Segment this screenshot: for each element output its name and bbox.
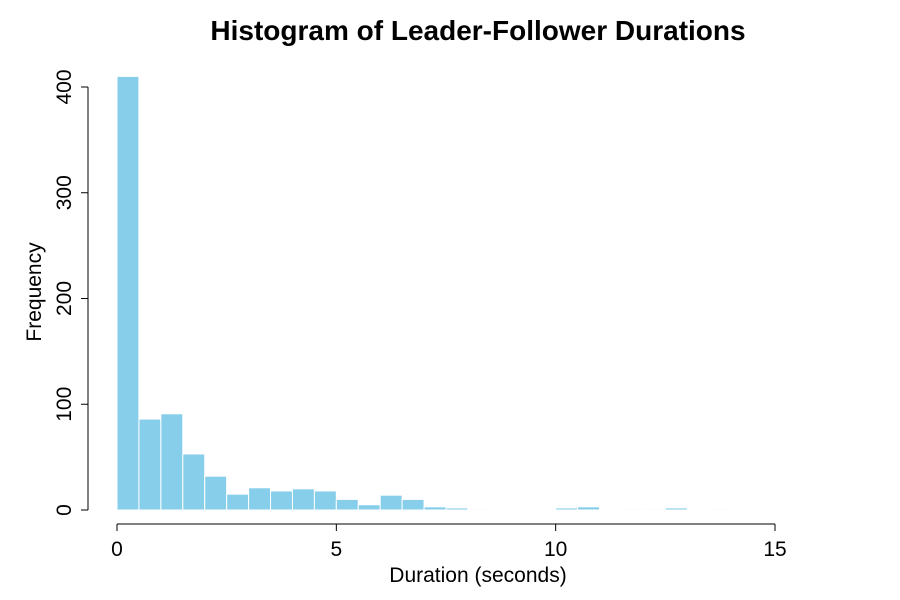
x-tick-label: 15	[763, 538, 786, 561]
histogram-bar	[642, 508, 666, 511]
y-tick-label: 400	[53, 69, 76, 104]
histogram-bar	[313, 490, 337, 511]
x-axis: 0 5 10 15	[111, 523, 787, 561]
histogram-bar	[138, 418, 162, 511]
y-tick-label: 200	[53, 281, 76, 316]
x-axis-label: Duration (seconds)	[389, 564, 566, 587]
x-tick-label: 5	[330, 538, 342, 561]
y-tick-label: 0	[53, 504, 76, 516]
histogram-bar	[620, 508, 644, 511]
histogram-bar	[708, 508, 732, 511]
histogram-bar	[270, 490, 293, 511]
y-tick-label: 100	[53, 387, 76, 422]
histogram-bar	[423, 506, 447, 511]
x-tick-label: 0	[111, 538, 123, 561]
histogram-bar	[248, 487, 272, 511]
histogram-bar	[467, 508, 491, 511]
histogram-bar	[555, 507, 579, 511]
y-axis-label: Frequency	[23, 242, 46, 342]
histogram-bar	[379, 494, 403, 511]
histogram-bar	[335, 498, 359, 511]
histogram-bar	[664, 507, 688, 511]
y-axis: 0 100 200 300 400	[53, 69, 89, 516]
histogram-bar	[357, 504, 381, 511]
histogram-bar	[445, 507, 469, 511]
x-tick-label: 10	[544, 538, 567, 561]
histogram-bar	[291, 488, 315, 511]
histogram-bar	[160, 413, 184, 511]
histogram-bar	[401, 498, 425, 511]
chart-title: Histogram of Leader-Follower Durations	[210, 15, 745, 46]
histogram-bar	[182, 453, 206, 511]
histogram-bar	[577, 506, 601, 511]
y-tick-label: 300	[53, 175, 76, 210]
histogram-bar	[226, 493, 250, 511]
histogram-bar	[116, 75, 140, 511]
histogram-bar	[204, 475, 228, 511]
bars-group	[116, 75, 732, 511]
